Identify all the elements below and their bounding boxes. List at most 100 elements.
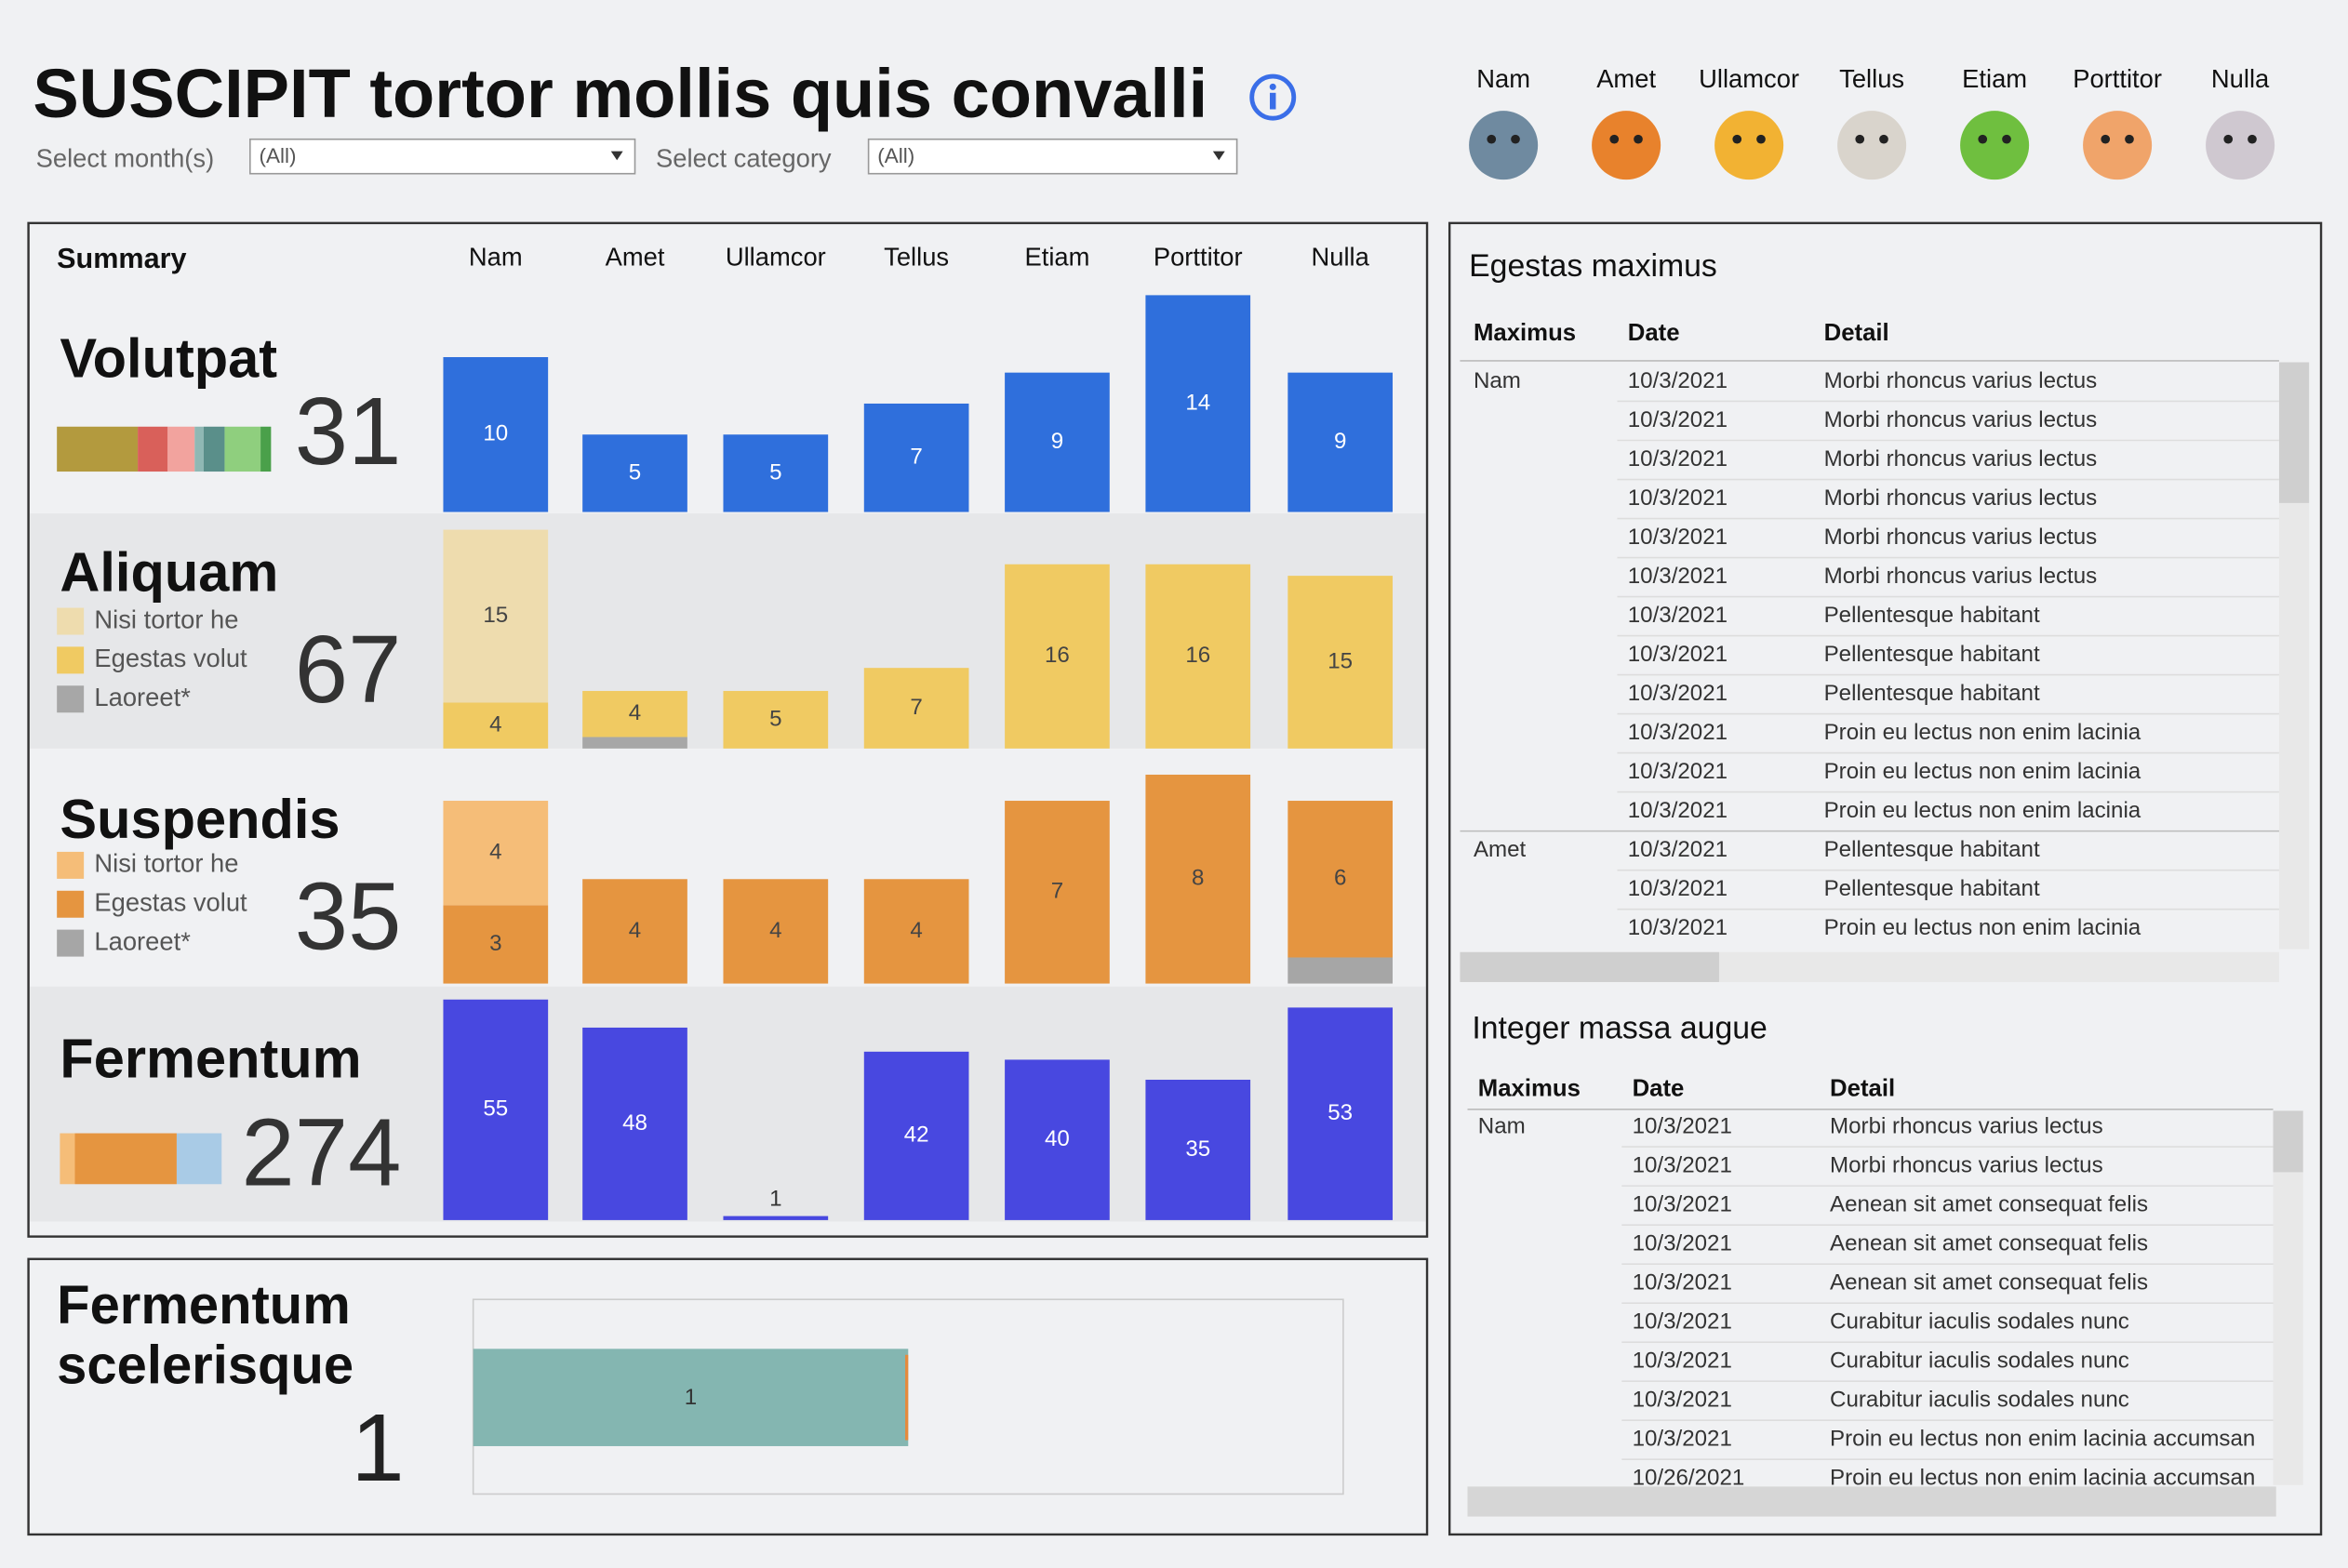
value-label: 4 bbox=[489, 840, 501, 865]
table-cell: Morbi rhoncus varius lectus bbox=[1824, 446, 2098, 472]
avatar-icon bbox=[1592, 111, 1661, 180]
dropdown-value: (All) bbox=[877, 144, 914, 167]
legend-strip bbox=[57, 426, 272, 472]
value-label: 7 bbox=[1051, 879, 1063, 904]
info-icon[interactable] bbox=[1249, 73, 1297, 121]
avatar-eye bbox=[2101, 134, 2111, 144]
bar-segment bbox=[723, 879, 829, 984]
avatar-eye bbox=[1732, 134, 1742, 144]
scrollbar[interactable] bbox=[1467, 1110, 2303, 1517]
table-cell: Pellentesque habitant bbox=[1824, 603, 2040, 628]
legend-swatch bbox=[57, 929, 85, 957]
value-label: 1 bbox=[685, 1385, 697, 1410]
avatar-eye bbox=[1879, 134, 1888, 144]
bar-segment bbox=[1287, 801, 1394, 958]
legend-label: Laoreet* bbox=[94, 683, 191, 711]
month-dropdown[interactable]: (All) bbox=[249, 138, 636, 175]
table-cell: Pellentesque habitant bbox=[1824, 876, 2040, 901]
value-label: 7 bbox=[910, 695, 922, 720]
avatar-bar: Nam Amet Ullamcor Tellus Etiam Porttitor Nulla bbox=[1469, 64, 2275, 180]
avatar-icon bbox=[2083, 111, 2153, 180]
value-label: 15 bbox=[1327, 648, 1353, 673]
bar bbox=[723, 1216, 829, 1220]
bar-segment bbox=[1005, 564, 1110, 749]
value-label: 4 bbox=[489, 711, 501, 737]
value-label: 55 bbox=[483, 1096, 508, 1122]
bar-segment bbox=[1145, 774, 1251, 984]
table-title: Egestas maximus bbox=[1469, 248, 1717, 284]
bar-segment bbox=[443, 801, 549, 906]
value-label: 5 bbox=[629, 459, 641, 485]
table-cell: Morbi rhoncus varius lectus bbox=[1824, 485, 2098, 511]
filter-label: Select month(s) bbox=[36, 143, 215, 172]
table-cell: 10/3/2021 bbox=[1628, 759, 1728, 784]
bar-segment bbox=[443, 702, 549, 749]
table-cell: Morbi rhoncus varius lectus bbox=[1824, 564, 2098, 589]
column-header: Detail bbox=[1824, 320, 1889, 346]
avatar-icon bbox=[1837, 111, 1907, 180]
category-header: Tellus bbox=[884, 243, 949, 272]
category-header: Nam bbox=[469, 243, 523, 272]
value-label: 35 bbox=[1185, 1136, 1210, 1162]
avatar-name: Nam bbox=[1476, 64, 1530, 93]
bar-segment bbox=[723, 690, 829, 749]
bar-segment bbox=[443, 529, 549, 703]
total-value: 67 bbox=[295, 616, 402, 723]
table-cell: 10/3/2021 bbox=[1628, 525, 1728, 550]
table-cell: 10/3/2021 bbox=[1628, 407, 1728, 432]
group-label: Nam bbox=[1478, 1113, 1526, 1138]
bar bbox=[1287, 1007, 1394, 1220]
table-cell: Proin eu lectus non enim lacinia bbox=[1824, 798, 2141, 823]
value-label: 7 bbox=[910, 445, 922, 470]
avatar-icon bbox=[1714, 111, 1784, 180]
avatar-name: Nulla bbox=[2211, 64, 2270, 93]
dropdown-box bbox=[867, 138, 1238, 175]
value-label: 40 bbox=[1045, 1126, 1070, 1151]
value-label: 5 bbox=[769, 706, 781, 731]
table-cell: 10/3/2021 bbox=[1628, 915, 1728, 940]
bar-segment bbox=[582, 737, 687, 749]
value-label: 15 bbox=[483, 603, 508, 628]
total-value: 31 bbox=[295, 378, 402, 485]
table-cell: Morbi rhoncus varius lectus bbox=[1824, 407, 2098, 432]
table-cell: 10/3/2021 bbox=[1633, 1388, 1732, 1413]
bar-segment bbox=[1145, 564, 1251, 749]
value-label: 48 bbox=[622, 1110, 647, 1136]
avatar-eye bbox=[2125, 134, 2134, 144]
table-cell: 10/3/2021 bbox=[1628, 720, 1728, 745]
table-cell: Curabitur iaculis sodales nunc bbox=[1830, 1388, 2129, 1413]
title-box: Fermentum scelerisque bbox=[57, 1275, 354, 1394]
table-cell: 10/3/2021 bbox=[1633, 1427, 1732, 1452]
avatar-name: Etiam bbox=[1962, 64, 2027, 93]
value-label: 3 bbox=[489, 931, 501, 956]
table-cell: 10/3/2021 bbox=[1633, 1270, 1732, 1296]
table-cell: Curabitur iaculis sodales nunc bbox=[1830, 1309, 2129, 1335]
avatar-eye bbox=[1756, 134, 1766, 144]
bar bbox=[473, 1349, 909, 1446]
scrollbar[interactable] bbox=[1460, 362, 2310, 982]
table-cell: Pellentesque habitant bbox=[1824, 681, 2040, 706]
value-label: 9 bbox=[1334, 429, 1346, 454]
category-header: Etiam bbox=[1024, 243, 1089, 272]
dropdown-arrow bbox=[610, 151, 623, 161]
bar bbox=[1287, 372, 1394, 512]
value-label: 14 bbox=[1185, 390, 1210, 415]
bar bbox=[1005, 1059, 1110, 1220]
group-label: Amet bbox=[1474, 837, 1527, 862]
column-header: Date bbox=[1633, 1076, 1685, 1102]
bar-segment bbox=[443, 905, 549, 984]
legend-swatch bbox=[57, 607, 85, 635]
value-label: 4 bbox=[910, 918, 922, 943]
table-cell: 10/3/2021 bbox=[1628, 368, 1728, 393]
total-value: 274 bbox=[242, 1099, 402, 1206]
bar bbox=[863, 1051, 969, 1220]
value-label: 4 bbox=[629, 700, 641, 725]
group-label: Nam bbox=[1474, 368, 1521, 393]
table-cell: 10/3/2021 bbox=[1633, 1309, 1732, 1335]
category-dropdown[interactable]: (All) bbox=[867, 138, 1238, 175]
total-value: 1 bbox=[351, 1394, 404, 1501]
table-cell: Aenean sit amet consequat felis bbox=[1830, 1270, 2148, 1296]
bar bbox=[582, 434, 687, 512]
column-header: Detail bbox=[1830, 1076, 1895, 1102]
table-cell: 10/3/2021 bbox=[1628, 642, 1728, 667]
